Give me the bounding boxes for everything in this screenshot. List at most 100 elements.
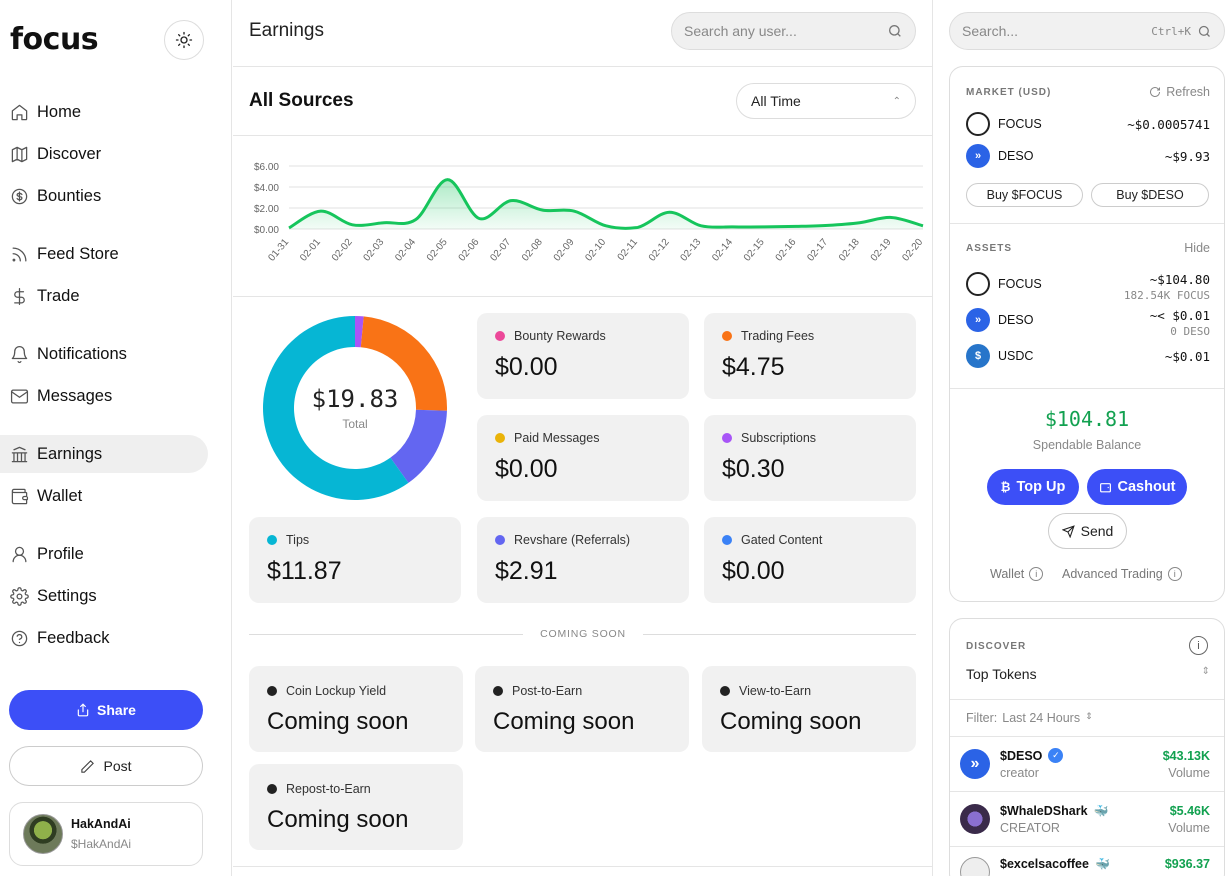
nav-home[interactable]: Home xyxy=(0,93,208,131)
filter-label: Filter: xyxy=(966,711,998,725)
legend-dot xyxy=(722,331,732,341)
nav-feedback[interactable]: Feedback xyxy=(0,619,208,657)
whale-icon: 🐳 xyxy=(1093,803,1109,818)
x-tick-label: 02-01 xyxy=(298,237,323,264)
y-tick-label: $6.00 xyxy=(254,162,279,173)
coin-price: ~$0.0005741 xyxy=(1127,116,1210,132)
nav-notifications[interactable]: Notifications xyxy=(0,335,208,373)
share-button[interactable]: Share xyxy=(9,690,203,730)
refresh-button[interactable]: Refresh xyxy=(1149,85,1210,99)
global-search-input[interactable]: Search... Ctrl+K xyxy=(949,12,1225,50)
card-value: $4.75 xyxy=(722,353,785,381)
app-logo[interactable]: focus xyxy=(10,22,99,57)
deso-coin-icon: » xyxy=(960,749,990,779)
nav-label: Settings xyxy=(37,586,97,605)
bullet-dot xyxy=(720,686,730,696)
card-revshare: Revshare (Referrals) $2.91 xyxy=(477,517,689,603)
time-filter-select[interactable]: All Time ⌃ xyxy=(736,83,916,119)
theme-toggle-button[interactable] xyxy=(164,20,204,60)
info-icon[interactable]: i xyxy=(1189,636,1208,655)
token-sub: creator xyxy=(1000,766,1039,780)
coming-soon-heading: COMING SOON xyxy=(523,628,643,640)
nav-bounties[interactable]: Bounties xyxy=(0,177,208,215)
donut-slice xyxy=(262,316,409,500)
asset-row-focus[interactable]: FOCUS ~$104.80 182.54K FOCUS xyxy=(966,272,1210,302)
bullet-dot xyxy=(267,686,277,696)
main-content: Earnings Search any user... All Sources … xyxy=(233,0,933,876)
token-value: $43.13K xyxy=(1162,748,1210,763)
earnings-line xyxy=(288,178,924,230)
nav-label: Wallet xyxy=(37,486,83,505)
y-tick-label: $2.00 xyxy=(254,204,279,215)
token-name: $excelsacoffee xyxy=(1000,857,1089,871)
send-button[interactable]: Send xyxy=(1048,513,1127,549)
time-filter[interactable]: Filter: Last 24 Hours ⇕ xyxy=(966,711,1093,725)
wallet-icon xyxy=(1099,482,1111,492)
nav-label: Earnings xyxy=(37,444,103,463)
nav-earnings[interactable]: Earnings xyxy=(0,435,208,473)
token-row[interactable]: $excelsacoffee 🐳 $936.37 xyxy=(950,846,1224,876)
nav-profile[interactable]: Profile xyxy=(0,535,208,573)
coin-price: ~$9.93 xyxy=(1164,148,1210,164)
asset-row-deso[interactable]: » DESO ~< $0.01 0 DESO xyxy=(966,308,1210,338)
user-search-input[interactable]: Search any user... xyxy=(671,12,916,50)
nav-trade[interactable]: Trade xyxy=(0,277,208,315)
user-card[interactable]: HakAndAi $HakAndAi xyxy=(9,802,203,866)
x-tick-label: 02-14 xyxy=(710,237,735,264)
user-handle: $HakAndAi xyxy=(71,837,132,851)
wallet-panel: MARKET (USD) Refresh FOCUS ~$0.0005741 »… xyxy=(949,66,1225,602)
donut-slice xyxy=(355,316,364,348)
buy-focus-button[interactable]: Buy $FOCUS xyxy=(966,183,1083,207)
refresh-icon xyxy=(1150,87,1161,97)
divider xyxy=(233,66,933,67)
deso-coin-icon: » xyxy=(966,308,990,332)
x-tick-label: 02-06 xyxy=(457,237,482,264)
earnings-area xyxy=(289,179,923,229)
market-row-deso[interactable]: » DESO ~$9.93 xyxy=(966,144,1210,168)
right-sidebar: Search... Ctrl+K MARKET (USD) Refresh FO… xyxy=(934,0,1230,876)
token-row[interactable]: $WhaleDShark 🐳 CREATOR $5.46K Volume xyxy=(950,791,1224,846)
cashout-button[interactable]: Cashout xyxy=(1087,469,1187,505)
asset-row-usdc[interactable]: $ USDC ~$0.01 xyxy=(966,344,1210,368)
nav-messages[interactable]: Messages xyxy=(0,377,208,415)
wallet-link[interactable]: Wallet i xyxy=(990,567,1044,581)
card-label: Tips xyxy=(286,533,310,547)
nav-wallet[interactable]: Wallet xyxy=(0,477,208,515)
card-trading-fees: Trading Fees $4.75 xyxy=(704,313,916,399)
send-icon xyxy=(1061,524,1075,538)
x-tick-label: 02-09 xyxy=(552,237,577,264)
discover-select[interactable]: Top Tokens ⇕ xyxy=(966,666,1210,682)
x-tick-label: 02-20 xyxy=(900,237,925,264)
post-button[interactable]: Post xyxy=(9,746,203,786)
x-tick-label: 02-07 xyxy=(488,237,513,264)
divider xyxy=(233,866,933,867)
deso-coin-icon: » xyxy=(966,144,990,168)
top-up-button[interactable]: ₿ Top Up xyxy=(987,469,1079,505)
asset-usd: ~< $0.01 xyxy=(1149,308,1210,323)
x-tick-label: 02-03 xyxy=(362,237,387,264)
card-subscriptions: Subscriptions $0.30 xyxy=(704,415,916,501)
coming-soon-card: Coin Lockup Yield Coming soon xyxy=(249,666,463,752)
x-tick-label: 02-18 xyxy=(837,237,862,264)
x-tick-label: 02-13 xyxy=(679,237,704,264)
x-tick-label: 02-12 xyxy=(647,237,672,264)
nav-discover[interactable]: Discover xyxy=(0,135,208,173)
card-label: Post-to-Earn xyxy=(512,684,583,698)
market-row-focus[interactable]: FOCUS ~$0.0005741 xyxy=(966,112,1210,136)
card-label: View-to-Earn xyxy=(739,684,812,698)
page-title: Earnings xyxy=(249,20,324,41)
dollar-icon xyxy=(14,287,25,305)
focus-coin-icon xyxy=(966,272,990,296)
nav-feed-store[interactable]: Feed Store xyxy=(0,235,208,273)
token-avatar xyxy=(960,804,990,834)
x-tick-label: 02-16 xyxy=(774,237,799,264)
coming-soon-card: Repost-to-Earn Coming soon xyxy=(249,764,463,850)
token-row[interactable]: » $DESO ✓ creator $43.13K Volume xyxy=(950,736,1224,791)
x-tick-label: 02-11 xyxy=(616,237,641,263)
cashout-label: Cashout xyxy=(1117,479,1176,495)
divider xyxy=(233,135,933,136)
advanced-trading-link[interactable]: Advanced Trading i xyxy=(1062,567,1182,581)
buy-deso-button[interactable]: Buy $DESO xyxy=(1091,183,1209,207)
hide-assets-button[interactable]: Hide xyxy=(1184,241,1210,255)
nav-settings[interactable]: Settings xyxy=(0,577,208,615)
